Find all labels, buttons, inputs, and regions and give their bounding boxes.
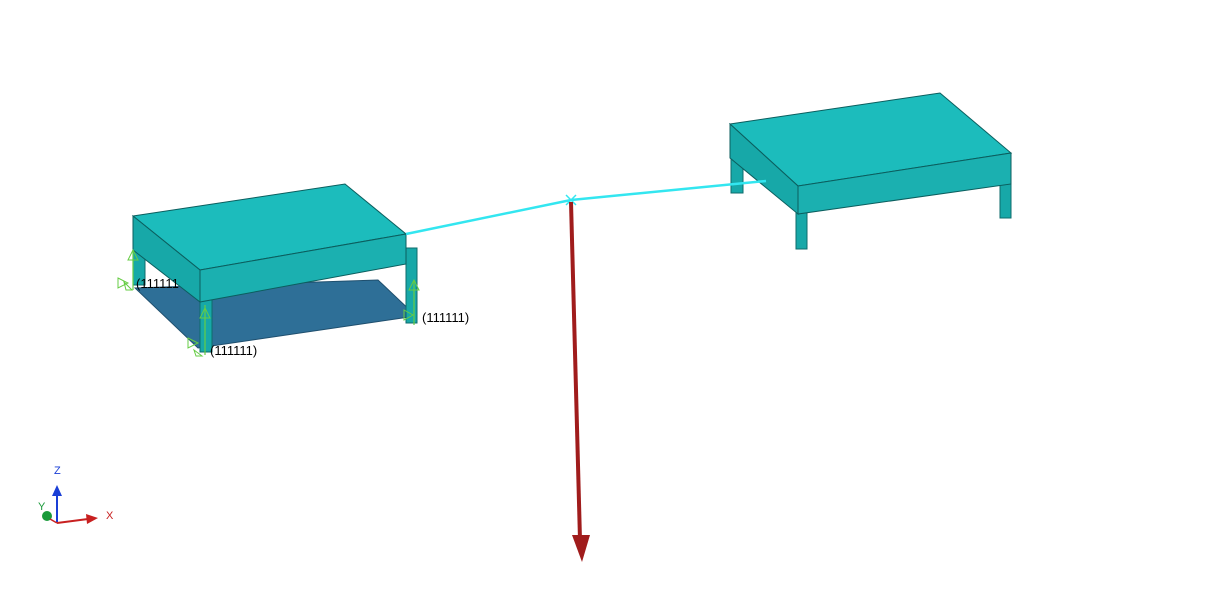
- y-axis-label: Y: [38, 501, 46, 513]
- rigid-link-right[interactable]: [570, 179, 767, 202]
- left-table-side-face: [132, 214, 201, 304]
- y-axis-dot: [42, 511, 52, 521]
- right-table[interactable]: [728, 92, 1013, 250]
- axis-triad: Z X Y: [38, 465, 114, 524]
- left-table[interactable]: [131, 183, 418, 353]
- z-arrow-icon: [52, 485, 62, 496]
- force-arrow[interactable]: [569, 201, 590, 562]
- constraint-icon[interactable]: [187, 305, 211, 357]
- x-arrow-icon: [86, 514, 98, 524]
- x-axis: [56, 518, 89, 524]
- constraint-label: (111111): [210, 343, 257, 358]
- constraint-label: (111111): [422, 310, 469, 325]
- constraint-label: (111111: [136, 276, 179, 291]
- master-node-icon[interactable]: [565, 194, 577, 206]
- constraint-icon[interactable]: [403, 278, 420, 325]
- constraint-symbols[interactable]: [117, 248, 420, 357]
- right-table-side-face: [729, 122, 799, 216]
- x-axis-label: X: [106, 510, 114, 522]
- constraint-labels: (111111 (111111) (111111): [136, 276, 469, 358]
- origin-link: [49, 518, 58, 524]
- rigid-links[interactable]: [405, 179, 767, 236]
- z-axis-label: Z: [54, 465, 61, 477]
- constraint-icon[interactable]: [117, 248, 139, 291]
- rigid-link-left[interactable]: [405, 198, 572, 236]
